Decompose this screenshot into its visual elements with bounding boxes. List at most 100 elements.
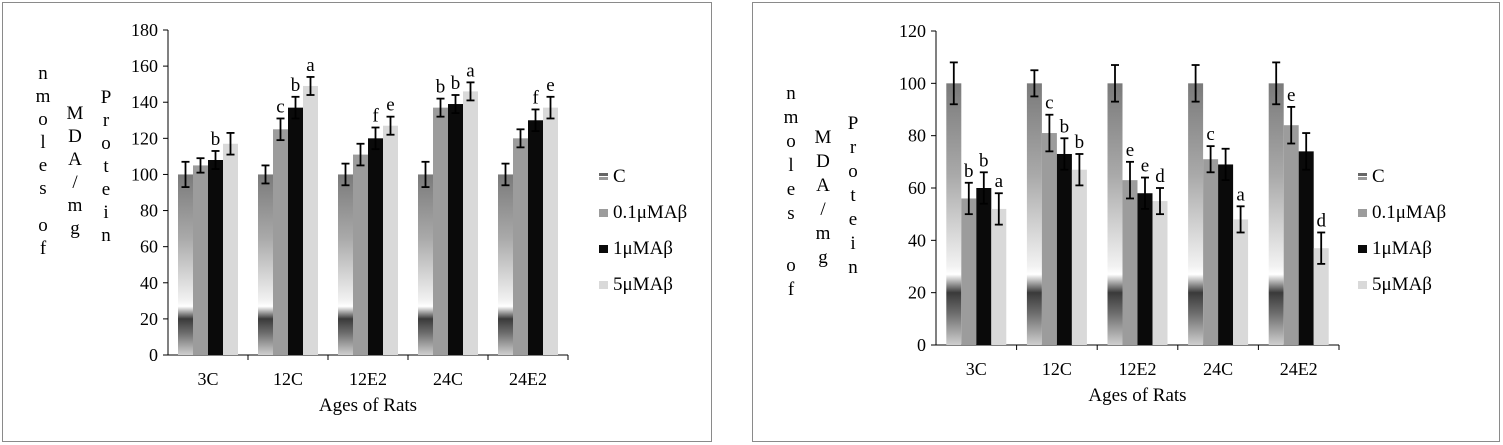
bar — [513, 138, 528, 355]
y-tick-label: 120 — [899, 21, 926, 41]
significance-label: d — [1155, 166, 1165, 187]
error-bar — [994, 192, 1003, 226]
error-bar — [979, 171, 988, 205]
significance-label: b — [979, 150, 989, 171]
error-bar — [306, 76, 315, 96]
y-axis-label-char: m — [68, 195, 83, 216]
bar — [1298, 151, 1314, 345]
x-tick-label: 24C — [433, 369, 463, 389]
legend-swatch — [599, 177, 608, 180]
bar — [448, 104, 463, 356]
y-axis-label-char: l — [40, 132, 45, 153]
chart-panel-right: 0 20 40 60 80 100 120 3C b b a 12C c b b 12E2 e e d 24C c a 24… — [752, 2, 1500, 442]
bar — [976, 188, 992, 345]
error-bar — [1075, 153, 1084, 187]
legend-swatch — [1358, 281, 1367, 289]
significance-label: e — [1126, 140, 1134, 161]
bar — [288, 107, 303, 355]
y-axis-label-char: s — [787, 203, 794, 224]
bar — [991, 208, 1007, 345]
significance-label: e — [1287, 85, 1295, 106]
y-axis-label-char: t — [103, 156, 109, 177]
y-axis-label-char: g — [70, 218, 80, 239]
y-axis-label-char: / — [72, 172, 78, 193]
legend-label: 5μMAβ — [613, 274, 673, 295]
error-bar — [1126, 160, 1134, 200]
bar — [1071, 169, 1087, 345]
error-bar — [341, 162, 350, 187]
bar — [1268, 83, 1284, 345]
x-tick-label: 12E2 — [1119, 359, 1157, 379]
y-tick-label: 20 — [140, 309, 158, 329]
y-axis-label-char: P — [101, 87, 112, 108]
y-axis-label-char: A — [816, 175, 830, 196]
bar — [498, 174, 513, 355]
x-axis-title: Ages of Rats — [319, 395, 417, 416]
y-axis-label-char: f — [788, 279, 795, 300]
bar — [1188, 83, 1204, 345]
bar — [946, 83, 962, 345]
error-bar — [261, 164, 270, 185]
significance-label: f — [532, 87, 539, 108]
x-tick-label: 24C — [1203, 359, 1233, 379]
x-tick-label: 3C — [197, 369, 218, 389]
y-tick-label: 180 — [131, 20, 158, 40]
legend-label: 0.1μMAβ — [613, 202, 687, 223]
significance-label: b — [1060, 116, 1070, 137]
bar — [223, 143, 238, 355]
error-bar — [1156, 187, 1164, 216]
legend-label: 5μMAβ — [1372, 274, 1432, 295]
y-tick-label: 140 — [131, 92, 158, 112]
bar — [1122, 180, 1138, 345]
y-axis-label-char: n — [101, 225, 111, 246]
error-bar — [356, 142, 365, 167]
error-bar — [276, 117, 285, 142]
significance-label: a — [1236, 184, 1245, 205]
significance-label: a — [466, 60, 475, 81]
significance-label: e — [386, 95, 394, 116]
bar — [273, 129, 288, 355]
bar — [1233, 219, 1249, 345]
error-bar — [1221, 147, 1230, 182]
bar — [433, 107, 448, 355]
y-axis-label-char: m — [36, 86, 51, 107]
error-bar — [421, 160, 430, 188]
y-tick-label: 100 — [899, 73, 926, 93]
y-axis-label-char: r — [103, 110, 110, 131]
y-axis-label-char: s — [39, 178, 46, 199]
bar — [303, 85, 318, 355]
x-tick-label: 24E2 — [509, 369, 547, 389]
bar — [1313, 248, 1329, 345]
y-axis-label-char: M — [67, 103, 84, 124]
y-tick-label: 60 — [908, 178, 926, 198]
y-tick-label: 160 — [131, 56, 158, 76]
legend-label: C — [1372, 166, 1385, 187]
significance-label: a — [995, 171, 1004, 192]
y-axis-label-char: g — [818, 247, 828, 268]
bar — [258, 174, 273, 355]
y-tick-label: 40 — [908, 230, 926, 250]
y-axis-label-char: P — [848, 113, 859, 134]
y-tick-label: 120 — [131, 128, 158, 148]
y-tick-label: 80 — [140, 201, 158, 221]
y-axis-label-char: A — [68, 149, 82, 170]
bar — [338, 174, 353, 355]
y-axis-label-char: o — [38, 215, 48, 236]
error-bar — [291, 95, 300, 120]
error-bar — [531, 108, 540, 133]
legend-swatch — [1358, 177, 1367, 180]
significance-label: c — [276, 96, 284, 117]
legend-swatch — [599, 281, 608, 289]
chart-left-svg: 0204060801001201401601803Cb12Ccba12E2fe2… — [36, 20, 688, 416]
bar — [961, 198, 977, 345]
significance-label: f — [372, 106, 379, 127]
legend-label: 1μMAβ — [613, 238, 673, 259]
y-tick-label: 80 — [908, 126, 926, 146]
legend-swatch — [599, 245, 608, 253]
x-tick-label: 24E2 — [1280, 359, 1318, 379]
significance-label: a — [306, 55, 315, 76]
error-bar — [196, 157, 205, 174]
